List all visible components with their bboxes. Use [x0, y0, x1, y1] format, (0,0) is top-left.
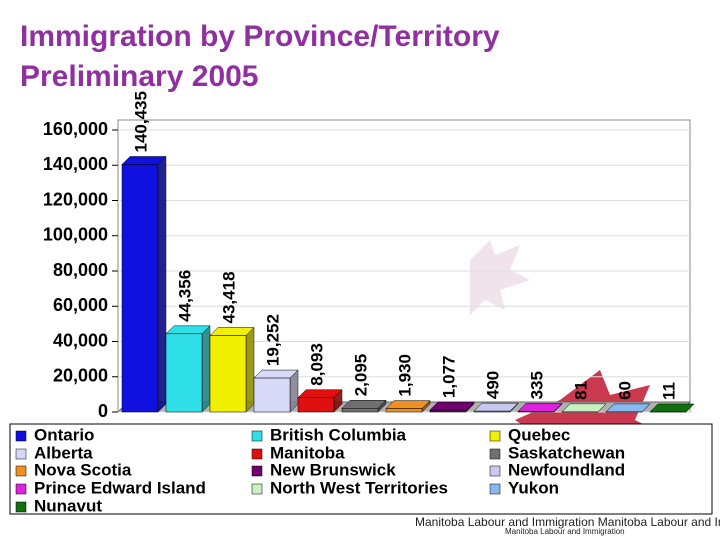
- value-label: 81: [571, 381, 590, 400]
- bar: [253, 377, 291, 413]
- y-tick-label: 20,000: [53, 366, 108, 386]
- bar-side: [201, 325, 211, 413]
- legend-swatch: [15, 501, 27, 513]
- legend-label: Quebec: [508, 425, 570, 444]
- bar-top: [473, 402, 519, 412]
- value-label: 1,077: [439, 356, 458, 399]
- legend-label: Prince Edward Island: [34, 478, 206, 497]
- y-tick-label: 100,000: [43, 225, 108, 245]
- legend-swatch: [251, 430, 263, 442]
- bar-top: [385, 400, 431, 409]
- bar-top: [165, 325, 211, 335]
- legend-label: Alberta: [34, 443, 93, 462]
- bar-side: [245, 326, 255, 413]
- bar: [165, 333, 203, 413]
- chart-title: Immigration by Province/Territory: [20, 20, 500, 53]
- y-tick-label: 120,000: [43, 189, 108, 209]
- chart-subtitle: Preliminary 2005: [20, 60, 259, 93]
- value-label: 8,093: [307, 343, 326, 386]
- value-label: 1,930: [395, 354, 414, 397]
- value-label: 19,252: [263, 314, 282, 366]
- legend-swatch: [489, 430, 501, 442]
- value-label: 140,435: [131, 91, 150, 152]
- legend-label: Yukon: [508, 478, 559, 497]
- value-label: 2,095: [351, 354, 370, 397]
- bar-top: [605, 403, 651, 413]
- bar: [429, 409, 467, 413]
- bar-top: [649, 403, 695, 413]
- footer-small: Manitoba Labour and Immigration: [505, 527, 625, 536]
- legend-swatch: [15, 465, 27, 477]
- bar-top: [209, 327, 255, 336]
- bar-side: [157, 155, 167, 413]
- bar: [473, 410, 511, 413]
- value-label: 490: [483, 371, 502, 399]
- legend-swatch: [489, 465, 501, 477]
- value-label: 60: [615, 381, 634, 400]
- y-tick-label: 60,000: [53, 295, 108, 315]
- value-label: 335: [527, 371, 546, 399]
- y-tick-label: 40,000: [53, 330, 108, 350]
- bar: [121, 164, 159, 413]
- value-label: 44,356: [175, 270, 194, 322]
- legend-label: British Columbia: [270, 425, 407, 444]
- bar-top: [121, 156, 167, 165]
- y-tick-label: 80,000: [53, 260, 108, 280]
- bar-top: [297, 389, 343, 398]
- legend-swatch: [15, 430, 27, 442]
- bar-top: [341, 400, 387, 409]
- y-tick-label: 140,000: [43, 154, 108, 174]
- legend-label: North West Territories: [270, 478, 448, 497]
- bar: [209, 335, 247, 413]
- bar-top: [517, 403, 563, 412]
- value-label: 43,418: [219, 271, 238, 323]
- legend-swatch: [489, 483, 501, 495]
- bar-top: [429, 401, 475, 411]
- bar: [341, 408, 379, 413]
- legend-swatch: [251, 483, 263, 495]
- legend-swatch: [15, 448, 27, 460]
- legend-label: Ontario: [34, 425, 94, 444]
- y-tick-label: 0: [98, 401, 108, 421]
- leaf-decoration: [470, 240, 530, 315]
- bar: [517, 411, 555, 413]
- legend-label: Nova Scotia: [34, 460, 132, 479]
- legend-swatch: [251, 465, 263, 477]
- legend: [9, 423, 713, 515]
- bar: [385, 408, 423, 413]
- bar: [297, 397, 335, 413]
- bar-top: [253, 369, 299, 379]
- bar-top: [561, 403, 607, 413]
- footer: Manitoba Labour and Immigration Manitoba…: [415, 515, 720, 529]
- legend-swatch: [15, 483, 27, 495]
- value-label: 11: [659, 382, 678, 400]
- legend-label: New Brunswick: [270, 460, 396, 479]
- legend-label: Newfoundland: [508, 460, 625, 479]
- legend-label: Manitoba: [270, 443, 345, 462]
- legend-swatch: [251, 448, 263, 460]
- legend-swatch: [489, 448, 501, 460]
- y-tick-label: 160,000: [43, 119, 108, 139]
- legend-label: Saskatchewan: [508, 443, 625, 462]
- legend-label: Nunavut: [34, 496, 102, 515]
